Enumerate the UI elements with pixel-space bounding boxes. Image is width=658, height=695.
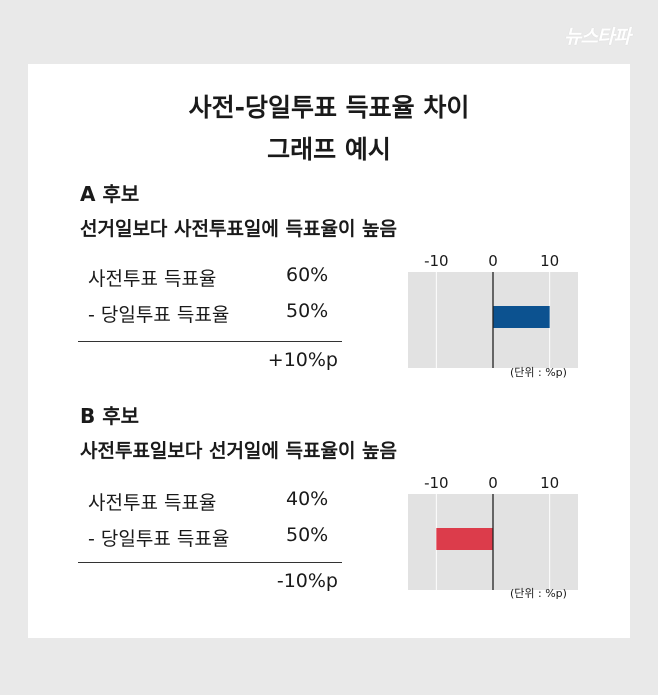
candidate-b-row2-value: 50% [286, 524, 329, 546]
bar [493, 306, 550, 328]
candidate-a-result: +10%p [267, 349, 338, 371]
bar [436, 528, 493, 550]
tick-label: 0 [488, 474, 498, 492]
candidate-b-row1-value: 40% [286, 488, 329, 510]
candidate-b-chart: -10 0 10 [408, 470, 578, 590]
candidate-a-label: A 후보 [80, 182, 140, 206]
candidate-b-row2-label: - 당일투표 득표율 [88, 528, 230, 550]
tick-label: 10 [540, 474, 559, 492]
tick-label: 0 [488, 252, 498, 270]
infographic-card: 사전-당일투표 득표율 차이 그래프 예시 A 후보 선거일보다 사전투표일에 … [28, 64, 630, 638]
candidate-b-label: B 후보 [80, 404, 140, 428]
candidate-b-divider [78, 562, 342, 563]
candidate-b-result: -10%p [276, 570, 338, 592]
candidate-b-description: 사전투표일보다 선거일에 득표율이 높음 [80, 440, 398, 462]
bar-chart-svg: -10 0 10 [408, 252, 578, 368]
candidate-a-row1-value: 60% [286, 264, 329, 286]
candidate-a-divider [78, 341, 342, 342]
newstapa-logo: 뉴스타파 [564, 26, 631, 48]
title-line-2: 그래프 예시 [267, 135, 391, 164]
candidate-a-description: 선거일보다 사전투표일에 득표율이 높음 [80, 218, 398, 240]
candidate-b-row1-label: 사전투표 득표율 [88, 492, 217, 514]
tick-label: -10 [424, 474, 449, 492]
candidate-b-unit-note: (단위 : %p) [510, 587, 567, 600]
candidate-a-row1-label: 사전투표 득표율 [88, 268, 217, 290]
candidate-a-row2-label: - 당일투표 득표율 [88, 304, 230, 326]
tick-label: -10 [424, 252, 449, 270]
candidate-a-row2-value: 50% [286, 300, 329, 322]
candidate-a-chart: -10 0 10 [408, 248, 578, 368]
tick-label: 10 [540, 252, 559, 270]
bar-chart-svg: -10 0 10 [408, 474, 578, 590]
title-line-1: 사전-당일투표 득표율 차이 [188, 93, 470, 122]
candidate-a-unit-note: (단위 : %p) [510, 366, 567, 379]
